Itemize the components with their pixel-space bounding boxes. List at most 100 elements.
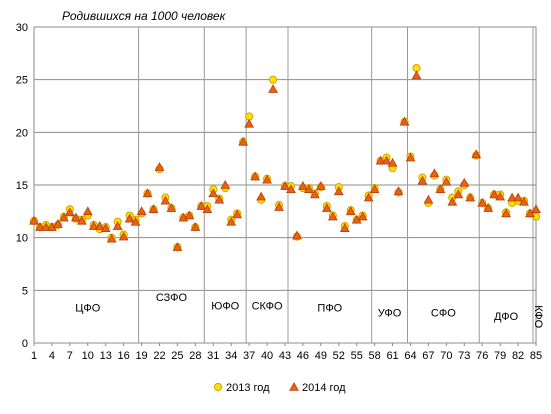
data-point-2014 (339, 223, 350, 232)
data-point-2014 (280, 181, 290, 190)
district-label: УФО (378, 308, 402, 320)
data-point-2014 (250, 171, 260, 181)
data-point-2014 (112, 221, 123, 230)
data-point-2014 (70, 212, 81, 222)
x-tick-label: 67 (422, 350, 434, 362)
data-point-2014 (459, 177, 470, 187)
data-point-2014 (94, 221, 105, 230)
data-point-2014 (238, 136, 249, 146)
data-point-2014 (298, 181, 308, 190)
data-point-2014 (453, 189, 464, 199)
x-tick-label: 64 (404, 350, 416, 362)
legend: 2013 год 2014 год (213, 381, 346, 394)
chart-title: Родившихся на 1000 человек (62, 9, 227, 23)
legend-marker-2014 (289, 381, 299, 391)
y-tick-label: 15 (16, 180, 28, 192)
x-tick-label: 13 (100, 350, 112, 362)
data-point-2014 (202, 204, 213, 213)
x-tick-label: 31 (207, 350, 219, 362)
data-point-2014 (196, 201, 207, 210)
data-point-2014 (226, 216, 237, 226)
data-point-2014 (363, 192, 374, 202)
data-point-2014 (292, 230, 302, 240)
data-point-2014 (465, 192, 476, 202)
data-point-2014 (82, 206, 93, 216)
x-tick-label: 52 (333, 350, 345, 362)
data-point-2014 (172, 242, 183, 251)
district-label: ЦФО (75, 302, 101, 314)
legend-label: 2013 год (226, 382, 270, 394)
x-tick-label: 37 (243, 350, 255, 362)
data-point-2014 (411, 70, 422, 80)
x-tick-label: 55 (351, 350, 363, 362)
x-tick-label: 43 (279, 350, 291, 362)
data-point-2014 (375, 155, 386, 165)
legend-marker-2013 (213, 382, 223, 392)
x-tick-label: 25 (171, 350, 183, 362)
data-point-2014 (184, 210, 195, 220)
data-point-2014 (321, 203, 332, 212)
data-point-2014 (166, 203, 177, 212)
data-point-2014 (154, 162, 165, 171)
data-point-2014 (525, 208, 535, 218)
data-point-2013 (268, 75, 278, 84)
data-point-2014 (208, 188, 219, 198)
data-point-2014 (232, 209, 243, 219)
y-tick-label: 10 (16, 233, 28, 245)
data-point-2014 (501, 208, 511, 218)
data-point-2014 (304, 184, 314, 193)
data-point-2014 (106, 233, 117, 243)
data-point-2014 (244, 118, 255, 128)
data-point-2014 (369, 184, 380, 193)
data-point-2014 (274, 202, 284, 211)
data-point-2014 (345, 206, 356, 216)
data-point-2014 (471, 149, 482, 159)
x-tick-label: 22 (153, 350, 165, 362)
axis-layer: 0 5 10 15 20 25 30 1 4 7 10 13 16 19 22 25 28 31 34 37 40 43 4… (16, 22, 542, 362)
x-tick-label: 34 (225, 350, 237, 362)
district-label: ДФО (494, 311, 519, 323)
y-tick-label: 0 (22, 338, 28, 350)
data-point-2014 (483, 203, 494, 212)
data-point-2014 (118, 231, 129, 241)
x-tick-label: 46 (297, 350, 309, 362)
x-tick-label: 28 (189, 350, 201, 362)
district-label: КФО (532, 305, 544, 328)
data-point-2014 (59, 212, 69, 222)
data-point-2014 (477, 197, 488, 207)
data-point-2014 (262, 174, 272, 184)
data-point-2014 (399, 116, 410, 126)
data-point-2014 (381, 155, 392, 165)
data-point-2014 (405, 152, 416, 162)
district-label-layer: ЦФО СЗФО ЮФО СКФО ПФО УФО СФО ДФО КФО (75, 292, 544, 329)
data-point-2014 (327, 211, 338, 221)
district-label: ЮФО (211, 300, 239, 312)
data-point-2014 (256, 191, 266, 201)
x-tick-label: 19 (135, 350, 147, 362)
data-point-2014 (130, 216, 141, 226)
data-point-2014 (286, 184, 296, 193)
district-label: СКФО (252, 300, 283, 312)
district-label: СЗФО (156, 292, 188, 304)
y-tick-label: 5 (22, 285, 28, 297)
x-tick-label: 82 (512, 350, 524, 362)
x-tick-label: 58 (369, 350, 381, 362)
data-point-2014 (519, 196, 529, 206)
x-tick-label: 49 (315, 350, 327, 362)
data-point-2014 (489, 189, 500, 199)
series-2 (29, 70, 541, 251)
x-tick-label: 61 (386, 350, 398, 362)
data-point-2014 (423, 194, 434, 204)
data-point-2014 (35, 222, 45, 231)
data-point-2014 (507, 192, 517, 202)
data-point-2014 (447, 196, 458, 206)
data-point-2014 (148, 204, 159, 213)
grid-layer (33, 26, 537, 344)
data-point-2014 (435, 184, 446, 193)
data-point-2014 (220, 179, 231, 189)
data-point-2014 (333, 186, 344, 196)
data-point-2014 (76, 215, 87, 225)
data-point-2014 (64, 207, 75, 217)
